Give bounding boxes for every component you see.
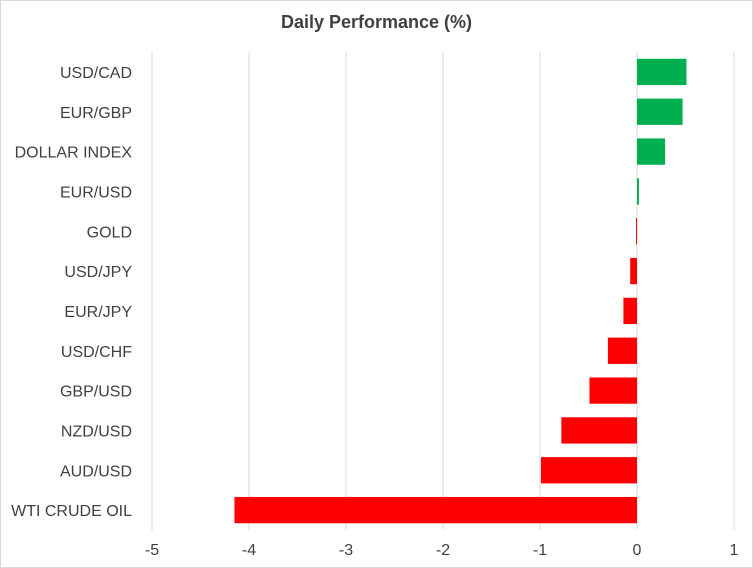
category-label: EUR/GBP: [60, 105, 132, 122]
x-tick-label: -1: [533, 542, 547, 559]
category-label: NZD/USD: [61, 423, 132, 440]
x-tick-label: -2: [436, 542, 450, 559]
bar: [637, 58, 687, 86]
bar: [561, 417, 637, 444]
bar: [637, 178, 639, 205]
x-tick-label: -4: [242, 542, 256, 559]
category-label: DOLLAR INDEX: [15, 145, 133, 162]
x-tick-label: 1: [730, 542, 739, 559]
bar: [637, 98, 683, 125]
chart-title: Daily Performance (%): [280, 12, 473, 32]
bar: [623, 297, 637, 325]
category-label: USD/CHF: [61, 344, 132, 361]
category-label: GBP/USD: [60, 384, 132, 401]
bar: [234, 496, 637, 524]
bar: [607, 337, 637, 364]
category-label: AUD/USD: [60, 463, 132, 480]
bar: [636, 218, 638, 245]
category-label: EUR/JPY: [64, 304, 132, 321]
bar: [637, 138, 666, 165]
bar: [630, 257, 637, 285]
category-label: EUR/USD: [60, 184, 132, 201]
x-tick-label: -3: [339, 542, 353, 559]
category-label: WTI CRUDE OIL: [11, 503, 132, 520]
bar: [540, 457, 637, 484]
category-label: GOLD: [87, 224, 132, 241]
x-tick-label: -5: [145, 542, 159, 559]
bar: [589, 377, 637, 404]
category-label: USD/JPY: [64, 264, 132, 281]
category-label: USD/CAD: [60, 65, 132, 82]
x-tick-label: 0: [633, 542, 642, 559]
